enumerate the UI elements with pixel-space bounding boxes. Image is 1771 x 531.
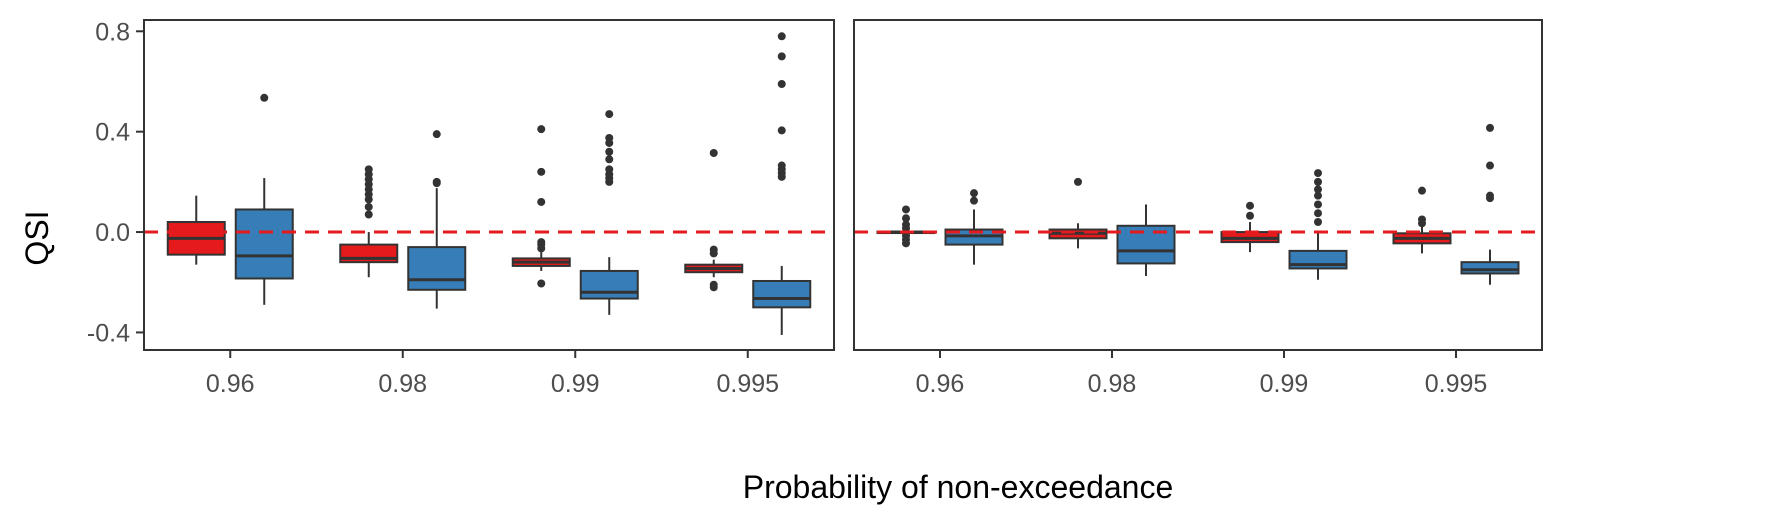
outlier-point xyxy=(902,231,910,240)
x-axis-right: 0.96 0.98 0.99 0.995 xyxy=(916,350,1488,398)
box-blue-0.99 xyxy=(1288,169,1348,280)
outlier-point xyxy=(1314,209,1322,218)
outlier-point xyxy=(777,161,786,170)
outlier-point xyxy=(1486,191,1494,200)
box-blue-0.96 xyxy=(234,93,294,305)
outlier-point xyxy=(1074,177,1082,186)
x-tick-label: 0.96 xyxy=(206,370,255,398)
outlier-point xyxy=(605,165,614,174)
x-axis-left: 0.96 0.98 0.99 0.995 xyxy=(206,350,779,398)
box-blue-0.995 xyxy=(1460,123,1520,285)
outlier-point xyxy=(1486,161,1494,170)
outlier-point xyxy=(1314,185,1322,194)
box-red-0.995 xyxy=(684,149,744,292)
outlier-point xyxy=(605,110,614,119)
box-body xyxy=(579,269,639,300)
panel-frame xyxy=(143,19,835,351)
x-axis-title: Probability of non-exceedance xyxy=(743,469,1174,505)
outlier-point xyxy=(970,196,978,205)
outlier-point xyxy=(537,125,546,134)
box-red-0.99 xyxy=(511,125,571,288)
outlier-point xyxy=(709,149,718,158)
outlier-point xyxy=(432,177,441,186)
x-tick-label: 0.995 xyxy=(1425,370,1488,398)
y-tick-label: 0.4 xyxy=(95,119,130,147)
outlier-point xyxy=(605,133,614,142)
outlier-point xyxy=(777,52,786,61)
outlier-point xyxy=(537,279,546,288)
y-axis-title: QSI xyxy=(19,210,55,265)
outlier-point xyxy=(1314,191,1322,200)
box-body xyxy=(234,208,294,280)
x-tick-label: 0.98 xyxy=(378,370,427,398)
outlier-point xyxy=(364,202,373,211)
outlier-point xyxy=(970,189,978,198)
box-red-0.995 xyxy=(1392,186,1452,254)
outlier-point xyxy=(260,93,269,102)
y-axis: -0.4 0.0 0.4 0.8 xyxy=(87,18,144,347)
y-tick-label: -0.4 xyxy=(87,319,130,347)
x-tick-label: 0.99 xyxy=(1260,370,1309,398)
panel-background xyxy=(854,20,1542,350)
outlier-point xyxy=(432,130,441,139)
outlier-point xyxy=(709,280,718,289)
outlier-point xyxy=(605,155,614,164)
box-red-0.98 xyxy=(339,165,399,278)
box-blue-0.99 xyxy=(579,110,639,315)
outlier-point xyxy=(537,238,546,247)
box-body xyxy=(752,279,812,309)
panel-left xyxy=(143,19,835,351)
box-blue-0.98 xyxy=(407,130,467,309)
outlier-point xyxy=(1314,218,1322,227)
outlier-point xyxy=(1314,169,1322,178)
outlier-point xyxy=(537,197,546,206)
box-body xyxy=(1460,261,1520,275)
panel-frame xyxy=(853,19,1543,351)
outlier-point xyxy=(1314,177,1322,186)
outlier-point xyxy=(777,126,786,135)
outlier-point xyxy=(1246,211,1254,220)
box-blue-0.995 xyxy=(752,32,812,335)
outlier-point xyxy=(709,245,718,254)
panel-right xyxy=(853,19,1543,351)
panel-background xyxy=(144,20,834,350)
outlier-point xyxy=(902,220,910,229)
outlier-point xyxy=(902,205,910,214)
x-tick-label: 0.96 xyxy=(916,370,965,398)
box-red-0.96 xyxy=(166,195,226,265)
outlier-point xyxy=(537,167,546,176)
x-tick-label: 0.99 xyxy=(551,370,600,398)
outlier-point xyxy=(1418,186,1426,195)
outlier-point xyxy=(1486,123,1494,132)
y-tick-label: 0.8 xyxy=(95,18,130,46)
outlier-point xyxy=(1246,201,1254,210)
outlier-point xyxy=(605,147,614,156)
outlier-point xyxy=(1314,200,1322,209)
outlier-point xyxy=(364,165,373,174)
y-tick-label: 0.0 xyxy=(95,219,130,247)
outlier-point xyxy=(902,214,910,223)
outlier-point xyxy=(1418,215,1426,224)
x-tick-label: 0.98 xyxy=(1088,370,1137,398)
x-tick-label: 0.995 xyxy=(716,370,779,398)
box-body xyxy=(407,246,467,291)
outlier-point xyxy=(777,79,786,88)
outlier-point xyxy=(364,210,373,219)
outlier-point xyxy=(777,32,786,41)
